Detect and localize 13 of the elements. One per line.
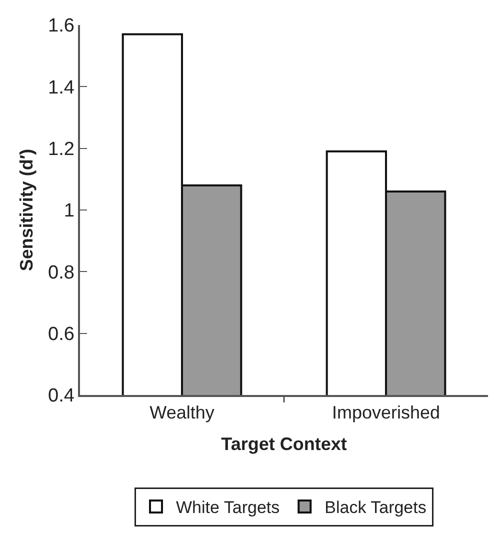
x-tick-label: Wealthy (150, 402, 214, 422)
y-axis-title: Sensitivity (d′) (16, 148, 37, 272)
legend-label: White Targets (176, 498, 280, 518)
y-tick-label: 1.6 (48, 16, 74, 37)
x-axis-title: Target Context (221, 434, 347, 454)
y-tick-label: 1 (64, 200, 74, 222)
legend-label: Black Targets (324, 498, 426, 518)
y-tick-label: 0.8 (48, 262, 74, 284)
x-tick-label: Impoverished (332, 402, 440, 422)
y-tick-label: 0.6 (48, 324, 74, 345)
y-tick-label: 0.4 (48, 386, 75, 407)
y-tick-label: 1.4 (48, 77, 75, 98)
y-tick-label: 1.2 (48, 138, 74, 160)
